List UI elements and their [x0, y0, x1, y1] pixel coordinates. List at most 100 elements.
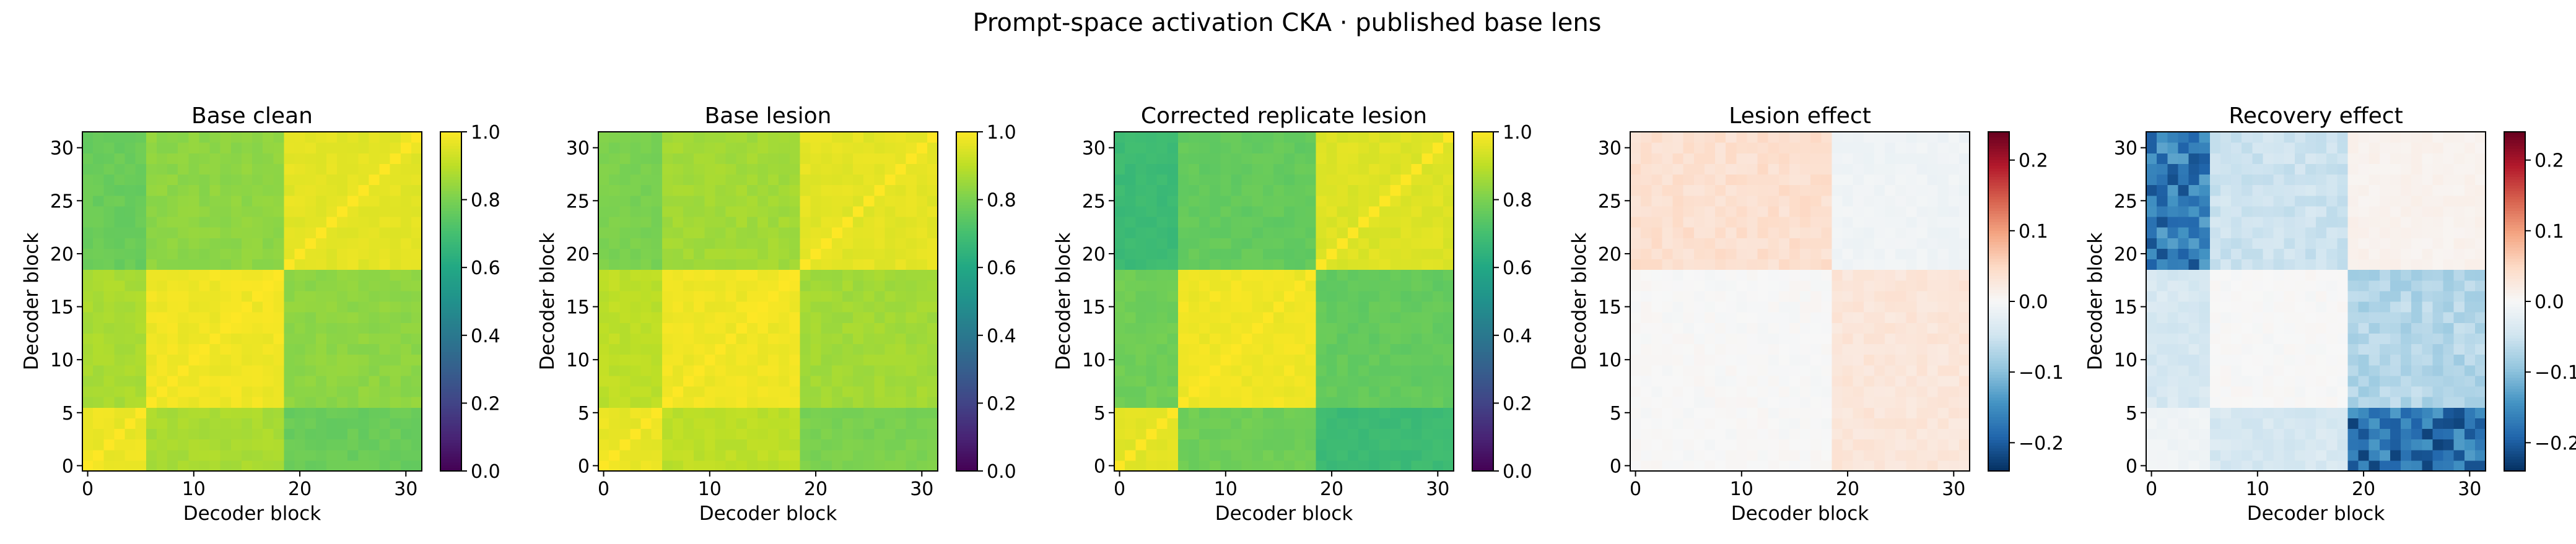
heatmap-cell	[1630, 195, 1641, 207]
heatmap-cell	[114, 163, 126, 175]
heatmap-cell	[1863, 142, 1875, 153]
colorbar-segment	[1988, 439, 2009, 443]
heatmap-cell	[2369, 386, 2380, 397]
heatmap-cell	[1789, 163, 1801, 175]
heatmap-cell	[598, 386, 609, 397]
heatmap-cell	[82, 439, 94, 451]
heatmap-cell	[1146, 259, 1158, 270]
heatmap-cell	[411, 322, 422, 334]
heatmap-cell	[135, 439, 147, 451]
heatmap-cell	[1906, 248, 1917, 260]
heatmap-cell	[1842, 217, 1854, 228]
heatmap-cell	[810, 343, 822, 355]
heatmap-cell	[2294, 386, 2306, 397]
heatmap-cell	[390, 322, 401, 334]
heatmap-cell	[1220, 163, 1231, 175]
heatmap-cell	[1369, 195, 1380, 207]
heatmap-cell	[1390, 248, 1401, 260]
heatmap-cell	[842, 269, 854, 281]
heatmap-cell	[831, 365, 843, 376]
heatmap-cell	[672, 195, 684, 207]
heatmap-cell	[1252, 280, 1264, 291]
heatmap-cell	[916, 259, 928, 270]
heatmap-cell	[789, 418, 800, 430]
x-axis-label: Decoder block	[183, 503, 321, 525]
heatmap-cell	[1273, 248, 1285, 260]
heatmap-cell	[2220, 397, 2232, 408]
heatmap-cell	[810, 460, 822, 472]
heatmap-cell	[241, 205, 253, 217]
heatmap-cell	[337, 238, 348, 249]
heatmap-cell	[1188, 449, 1200, 461]
heatmap-cell	[1252, 153, 1264, 164]
heatmap-cell	[598, 449, 609, 461]
heatmap-cell	[241, 397, 253, 408]
heatmap-cell	[1400, 333, 1412, 345]
heatmap-cell	[895, 238, 907, 249]
heatmap-cell	[1948, 142, 1960, 153]
colorbar-segment	[1472, 405, 1493, 410]
heatmap-cell	[694, 259, 705, 270]
colorbar-segment	[1988, 244, 2009, 248]
heatmap-cell	[1715, 205, 1726, 217]
heatmap-cell	[2422, 460, 2433, 472]
heatmap-cell	[315, 418, 327, 430]
heatmap-cell	[789, 375, 800, 387]
heatmap-cell	[736, 301, 748, 313]
colorbar-segment	[1988, 462, 2009, 466]
heatmap-cell	[1177, 418, 1189, 430]
heatmap-cell	[779, 280, 790, 291]
colorbar-segment	[1988, 242, 2009, 246]
heatmap-cell	[1337, 386, 1348, 397]
colorbar-segment	[1988, 188, 2009, 192]
colorbar-segment	[956, 301, 977, 305]
colorbar-segment	[440, 219, 461, 223]
heatmap-cell	[1188, 343, 1200, 355]
heatmap-cell	[598, 227, 609, 238]
heatmap-cell	[315, 333, 327, 345]
heatmap-cell	[800, 428, 811, 440]
heatmap-cell	[1672, 449, 1684, 461]
heatmap-cell	[810, 322, 822, 334]
heatmap-cell	[831, 163, 843, 175]
heatmap-cell	[1853, 290, 1864, 302]
heatmap-cell	[1778, 407, 1790, 418]
colorbar-segment	[440, 389, 461, 392]
heatmap-cell	[736, 460, 748, 472]
heatmap-cell	[273, 386, 284, 397]
heatmap-cell	[651, 153, 663, 164]
heatmap-cell	[1411, 217, 1423, 228]
heatmap-cell	[2305, 397, 2316, 408]
heatmap-cell	[2369, 397, 2380, 408]
colorbar-tick-label: 0.2	[987, 393, 1016, 415]
heatmap-cell	[1188, 184, 1200, 196]
heatmap-cell	[1662, 132, 1674, 143]
heatmap-cell	[263, 333, 274, 345]
heatmap-cell	[1821, 343, 1832, 355]
heatmap-cell	[2167, 460, 2178, 472]
heatmap-cell	[672, 365, 684, 376]
colorbar-segment	[440, 295, 461, 300]
heatmap-cell	[1284, 428, 1295, 440]
heatmap-cell	[1284, 333, 1295, 345]
heatmap-cell	[146, 312, 157, 323]
heatmap-cell	[2453, 397, 2465, 408]
heatmap-cell	[789, 365, 800, 376]
heatmap-cell	[672, 322, 684, 334]
heatmap-cell	[167, 449, 178, 461]
heatmap-cell	[1421, 290, 1433, 302]
heatmap-cell	[1789, 333, 1801, 345]
colorbar-segment	[956, 171, 977, 175]
heatmap-cell	[347, 132, 359, 143]
heatmap-cell	[863, 259, 875, 270]
heatmap-cell	[1347, 333, 1359, 345]
heatmap-cell	[609, 386, 620, 397]
heatmap-cell	[294, 365, 306, 376]
colorbar-segment	[440, 335, 461, 339]
heatmap-cell	[609, 290, 620, 302]
heatmap-cell	[326, 407, 338, 418]
heatmap-cell	[369, 333, 380, 345]
heatmap-cell	[916, 227, 928, 238]
heatmap-cell	[1885, 153, 1896, 164]
heatmap-cell	[1135, 227, 1146, 238]
